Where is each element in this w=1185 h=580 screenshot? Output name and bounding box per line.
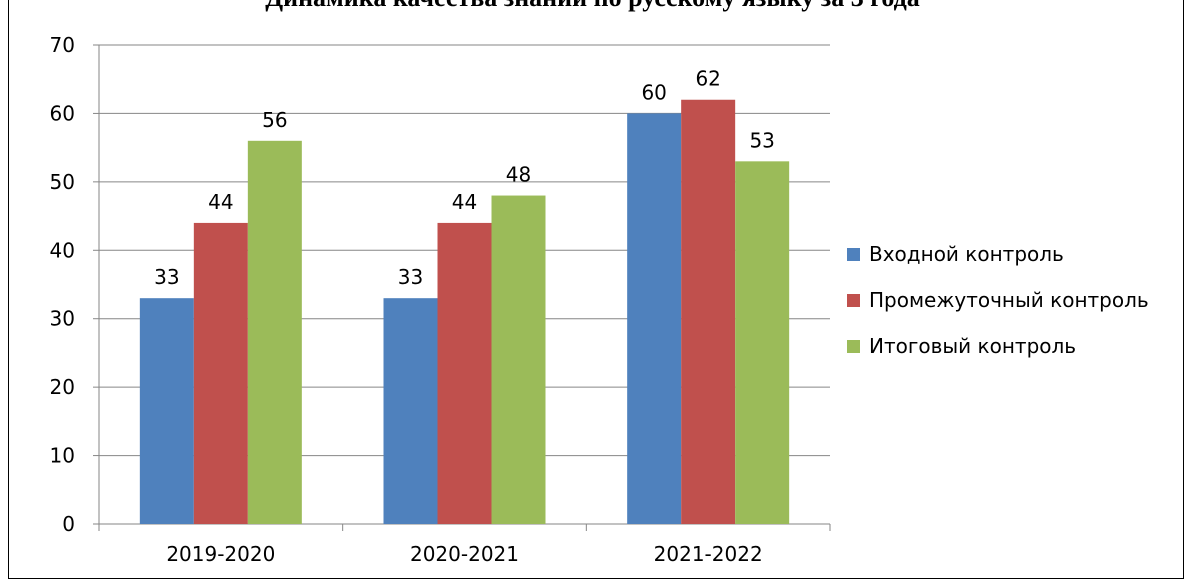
data-label: 33 [398, 265, 423, 289]
data-label: 62 [695, 67, 720, 91]
data-label: 44 [208, 190, 233, 214]
bar [491, 195, 546, 525]
chart-title: Динамика качества знаний по русскому язы… [0, 0, 1185, 13]
bar [627, 113, 682, 524]
bar [681, 99, 736, 524]
bars [139, 99, 790, 525]
data-labels: 33 44 56 33 44 48 60 62 53 [154, 67, 775, 289]
y-tick-label: 20 [50, 375, 75, 399]
legend-label: Итоговый контроль [869, 334, 1076, 358]
data-label: 48 [506, 163, 531, 187]
data-label: 53 [749, 128, 774, 152]
axes: 0 10 20 30 40 50 60 70 2019-2020 2020-2021 2021-20… [50, 33, 831, 566]
y-tick-label: 60 [50, 101, 75, 125]
data-label: 44 [452, 190, 477, 214]
data-label: 33 [154, 265, 179, 289]
y-tick-label: 50 [50, 170, 75, 194]
legend: Входной контроль Промежуточный контроль Ит… [847, 242, 1149, 358]
chart-frame [8, 0, 1184, 579]
data-label: 56 [262, 108, 287, 132]
y-tick-label: 30 [50, 307, 75, 331]
bar [735, 161, 790, 525]
legend-swatch [847, 340, 860, 353]
bar [383, 298, 438, 524]
legend-label: Входной контроль [869, 242, 1064, 266]
legend-swatch [847, 248, 860, 261]
bar [193, 222, 248, 524]
x-tick-label: 2019-2020 [166, 542, 275, 566]
y-tick-label: 40 [50, 238, 75, 262]
x-tick-label: 2020-2021 [410, 542, 519, 566]
bar [437, 222, 492, 524]
y-tick-label: 0 [62, 512, 75, 536]
y-tick-label: 70 [50, 33, 75, 57]
x-tick-label: 2021-2022 [654, 542, 763, 566]
bar [247, 140, 302, 525]
bar [139, 298, 194, 524]
y-tick-label: 10 [50, 444, 75, 468]
data-label: 60 [641, 80, 666, 104]
legend-label: Промежуточный контроль [869, 288, 1149, 312]
legend-swatch [847, 294, 860, 307]
